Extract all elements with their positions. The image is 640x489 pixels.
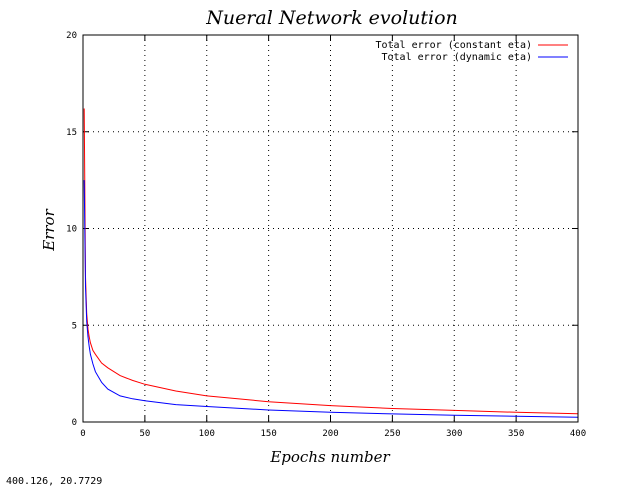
series-line-1 bbox=[83, 108, 579, 415]
y-tick-label: 10 bbox=[66, 225, 77, 235]
plot-frame bbox=[82, 34, 579, 423]
legend: Total error (constant eta)Total error (d… bbox=[375, 40, 568, 63]
x-tick-label: 100 bbox=[199, 429, 215, 439]
chart-title: Nueral Network evolution bbox=[205, 7, 458, 29]
y-tick-label: 0 bbox=[72, 418, 77, 428]
grid bbox=[83, 35, 578, 422]
x-tick-label: 400 bbox=[570, 429, 586, 439]
y-tick-label: 15 bbox=[66, 128, 77, 138]
y-tick-label: 20 bbox=[66, 31, 77, 41]
x-tick-label: 50 bbox=[139, 429, 150, 439]
series-line-2 bbox=[83, 180, 579, 418]
axis-ticks: 0 50 100 150 200 250 300 350 400 0 5 10 15 20 bbox=[66, 31, 586, 439]
legend-entry-label: Total error (dynamic eta) bbox=[381, 52, 532, 63]
x-tick-label: 150 bbox=[260, 429, 276, 439]
x-tick-label: 350 bbox=[508, 429, 524, 439]
legend-entry-label: Total error (constant eta) bbox=[375, 40, 532, 51]
x-tick-label: 250 bbox=[384, 429, 400, 439]
y-tick-label: 5 bbox=[72, 321, 77, 331]
x-tick-label: 0 bbox=[80, 429, 85, 439]
x-tick-label: 300 bbox=[446, 429, 462, 439]
x-axis-label: Epochs number bbox=[269, 448, 390, 466]
y-axis-label: Error bbox=[40, 208, 58, 251]
coordinate-readout: 400.126, 20.7729 bbox=[6, 476, 103, 487]
x-tick-label: 200 bbox=[322, 429, 338, 439]
series-lines bbox=[83, 108, 579, 418]
